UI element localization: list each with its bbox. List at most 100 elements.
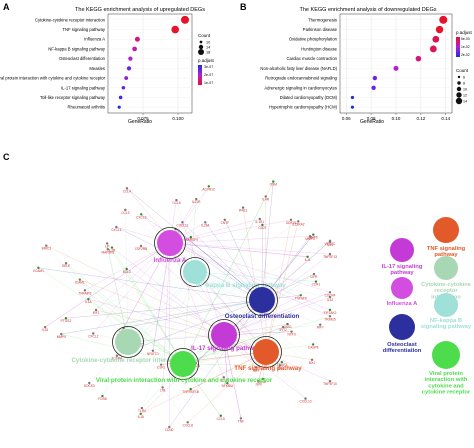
gene-node — [140, 213, 143, 216]
data-point — [118, 95, 123, 100]
gene-label: IL4R — [262, 197, 269, 201]
data-point — [350, 95, 355, 100]
network-edge — [265, 219, 292, 353]
network-edge — [182, 273, 315, 365]
category-node-ring — [112, 326, 144, 358]
gene-node — [175, 198, 178, 202]
gene-node — [88, 381, 91, 385]
gene-label: TLR4 — [138, 409, 146, 413]
dotplot-upregulated: The KEGG enrichment analysis of upregula… — [0, 7, 215, 125]
legend-count-dot — [199, 40, 203, 44]
network-edge — [65, 271, 196, 319]
network-edge — [111, 247, 184, 365]
network-edge — [182, 363, 280, 366]
gene-label: IL15 — [42, 328, 48, 332]
network-edge — [89, 271, 196, 384]
gene-label: TNFRSF1B — [182, 390, 198, 394]
network-edge — [261, 234, 314, 301]
gene-node — [37, 266, 40, 270]
category-node-label: Osteoclast differentiation — [225, 313, 300, 320]
network-edge — [123, 242, 171, 329]
gene-label: CCL5 — [217, 417, 225, 421]
gene-node — [319, 323, 322, 326]
network-edge — [169, 242, 308, 257]
legend-p-label: 2e-02 — [461, 53, 470, 57]
category-label: Hypertrophic cardiomyopathy (HCM) — [269, 105, 338, 110]
gene-node — [64, 262, 68, 265]
category-label: Influenza A — [84, 37, 105, 42]
gene-node — [328, 240, 332, 243]
gene-node — [311, 343, 315, 346]
network-edge — [169, 242, 257, 368]
gene-node — [125, 187, 129, 190]
network-edge — [182, 181, 274, 365]
legend-category-label: IL-17 signaling pathway — [382, 264, 423, 276]
network-edge — [169, 242, 331, 255]
network-edge — [265, 221, 299, 353]
legend-category-label: Influenza A — [387, 301, 419, 307]
gene-node — [115, 225, 118, 229]
gene-label: IL10RA — [112, 357, 124, 361]
legend-count-dot — [457, 81, 461, 85]
network-edge — [44, 242, 171, 328]
network-edge — [169, 299, 263, 428]
network-edge — [205, 222, 263, 301]
gene-label: CCL4 — [123, 189, 131, 193]
gene-node — [328, 308, 332, 312]
gene-label: TNFAIP3 — [78, 291, 91, 295]
network-edge — [125, 209, 129, 343]
network-edge — [223, 292, 331, 336]
gene-label: LTB — [160, 388, 166, 392]
category-label: IL-17 signaling pathway — [61, 85, 106, 90]
data-point — [171, 25, 180, 34]
legend-count-dot — [198, 44, 204, 50]
gene-node — [92, 332, 95, 335]
data-point — [350, 105, 355, 109]
legend-count-label: 10 — [463, 88, 467, 92]
gene-node — [159, 363, 163, 366]
gene-label: IL1R1 — [256, 220, 265, 224]
chart-a-legend-p-title: p.adjust — [198, 58, 215, 63]
legend-count-dot — [456, 86, 462, 92]
gene-label: IL6 — [278, 366, 283, 370]
chart-b-legend-p-title: p.adjust — [456, 30, 473, 35]
legend-count-label: 10 — [206, 41, 210, 45]
gene-label: CXCL3 — [136, 215, 147, 219]
data-point — [126, 66, 132, 71]
gene-label: TNFSF10 — [323, 382, 337, 386]
network-edge — [194, 207, 244, 273]
legend-p-label: 3e-07 — [204, 65, 213, 69]
network-edge — [169, 219, 292, 244]
gene-label: IL24 — [327, 243, 333, 247]
network-edge — [44, 242, 171, 328]
data-point — [121, 85, 126, 90]
category-node-ring — [180, 257, 210, 287]
network-edge — [175, 228, 263, 301]
gene-node — [189, 387, 192, 391]
network-edge — [169, 242, 331, 293]
category-node-label: TNF signaling pathway — [234, 365, 302, 372]
legend-count-label: 14 — [463, 100, 467, 104]
gene-node — [45, 244, 48, 247]
gene-node — [189, 236, 193, 239]
network-edge — [152, 242, 171, 351]
network-edge — [140, 245, 267, 353]
dotplot-downregulated: The KEGG enrichment analysis of downregu… — [260, 7, 472, 125]
category-node-ring — [250, 336, 282, 368]
gene-label: CSF1 — [157, 366, 165, 370]
network-edge — [175, 228, 263, 301]
network-edge — [138, 271, 196, 342]
gene-label: CASP8 — [308, 345, 319, 349]
network-edge — [223, 334, 242, 419]
network-edge — [121, 271, 196, 333]
gene-label: IL21R — [192, 200, 201, 204]
gene-node — [299, 294, 302, 297]
chart-a-legend-count-title: Count — [198, 33, 211, 38]
gene-node — [304, 397, 307, 400]
gene-node — [204, 221, 207, 224]
gene-node — [281, 325, 285, 329]
network-edge — [88, 298, 225, 336]
